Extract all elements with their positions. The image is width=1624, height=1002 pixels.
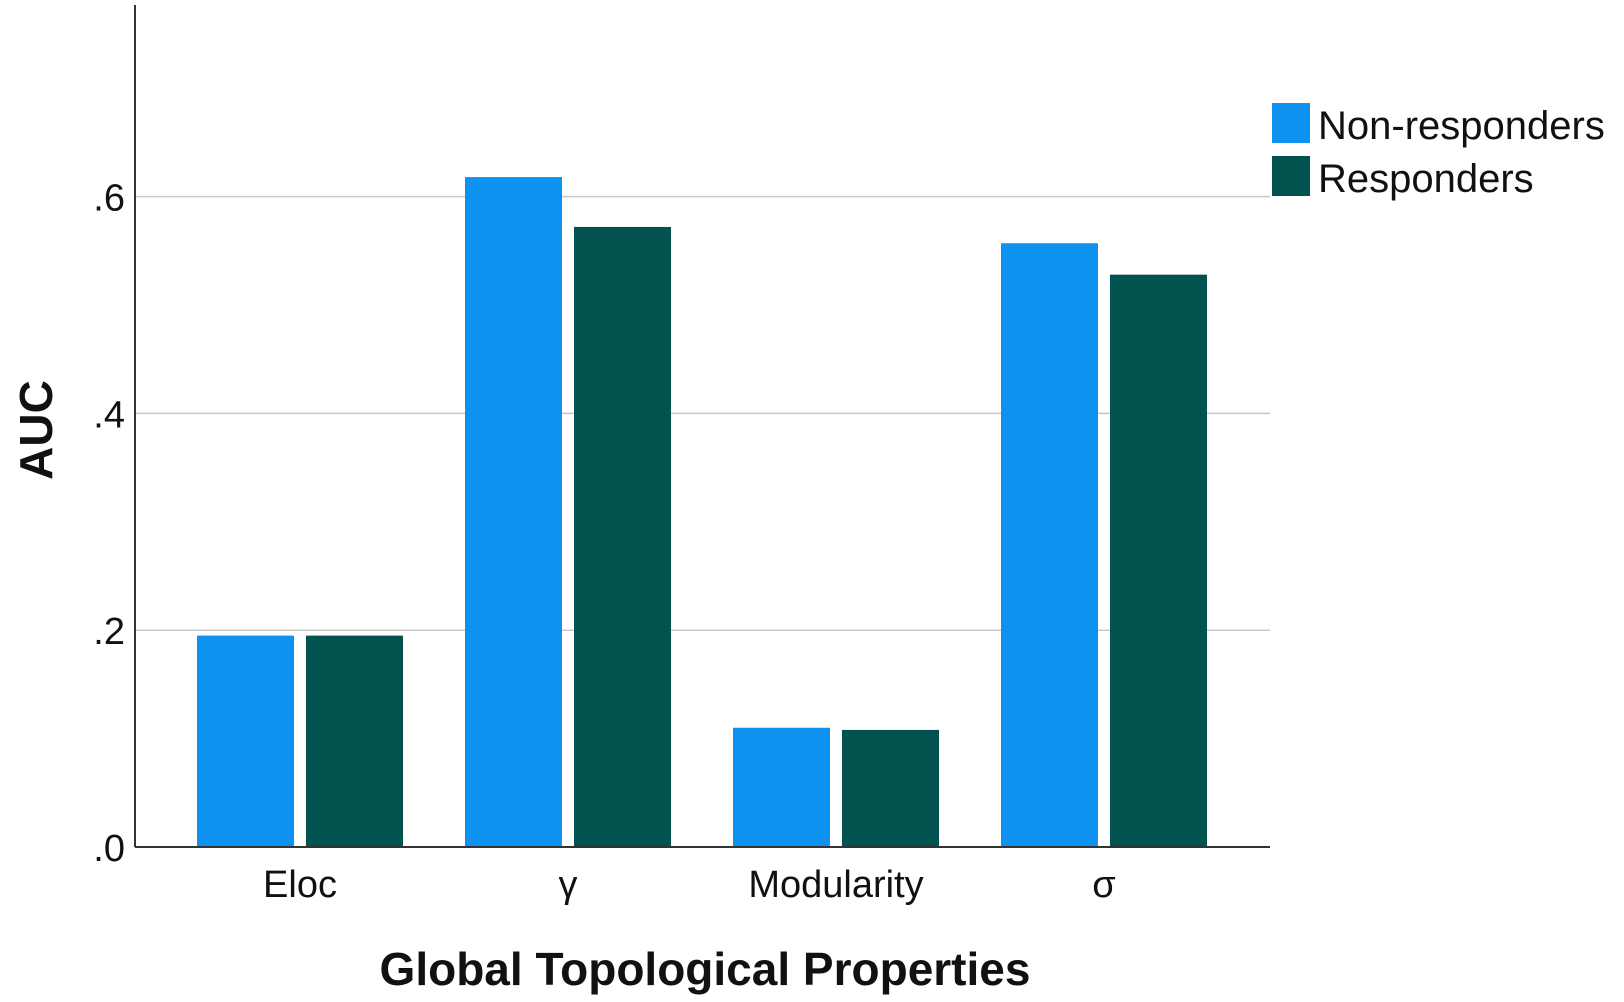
legend-label: Responders (1318, 157, 1534, 201)
y-tick-label: .0 (93, 828, 125, 870)
x-tick-label: σ (1092, 864, 1115, 906)
legend: Non-responders Responders (1272, 103, 1605, 201)
x-tick-label: γ (559, 864, 578, 906)
legend-swatch (1272, 156, 1310, 196)
bar-non-responders (733, 727, 830, 847)
bar-non-responders (465, 177, 562, 847)
legend-label: Non-responders (1318, 104, 1605, 148)
gridlines (135, 195, 1270, 631)
bar-responders (306, 635, 403, 847)
x-tick-label: Modularity (748, 864, 923, 906)
bar-responders (1110, 274, 1207, 847)
bar-responders (842, 729, 939, 847)
y-tick-labels: .0 .2 .4 .6 (93, 178, 125, 870)
y-axis-title: AUC (10, 380, 62, 480)
y-tick-label: .4 (93, 394, 125, 436)
bar-non-responders (1001, 243, 1098, 847)
bar-responders (574, 226, 671, 847)
bars (197, 177, 1207, 847)
y-tick-label: .2 (93, 611, 125, 653)
x-axis-title: Global Topological Properties (380, 943, 1031, 995)
x-tick-label: Eloc (263, 864, 337, 906)
y-tick-label: .6 (93, 178, 125, 220)
x-tick-labels: Eloc γ Modularity σ (263, 864, 1116, 906)
axes (134, 5, 1270, 848)
bar-non-responders (197, 635, 294, 847)
legend-swatch (1272, 103, 1310, 143)
